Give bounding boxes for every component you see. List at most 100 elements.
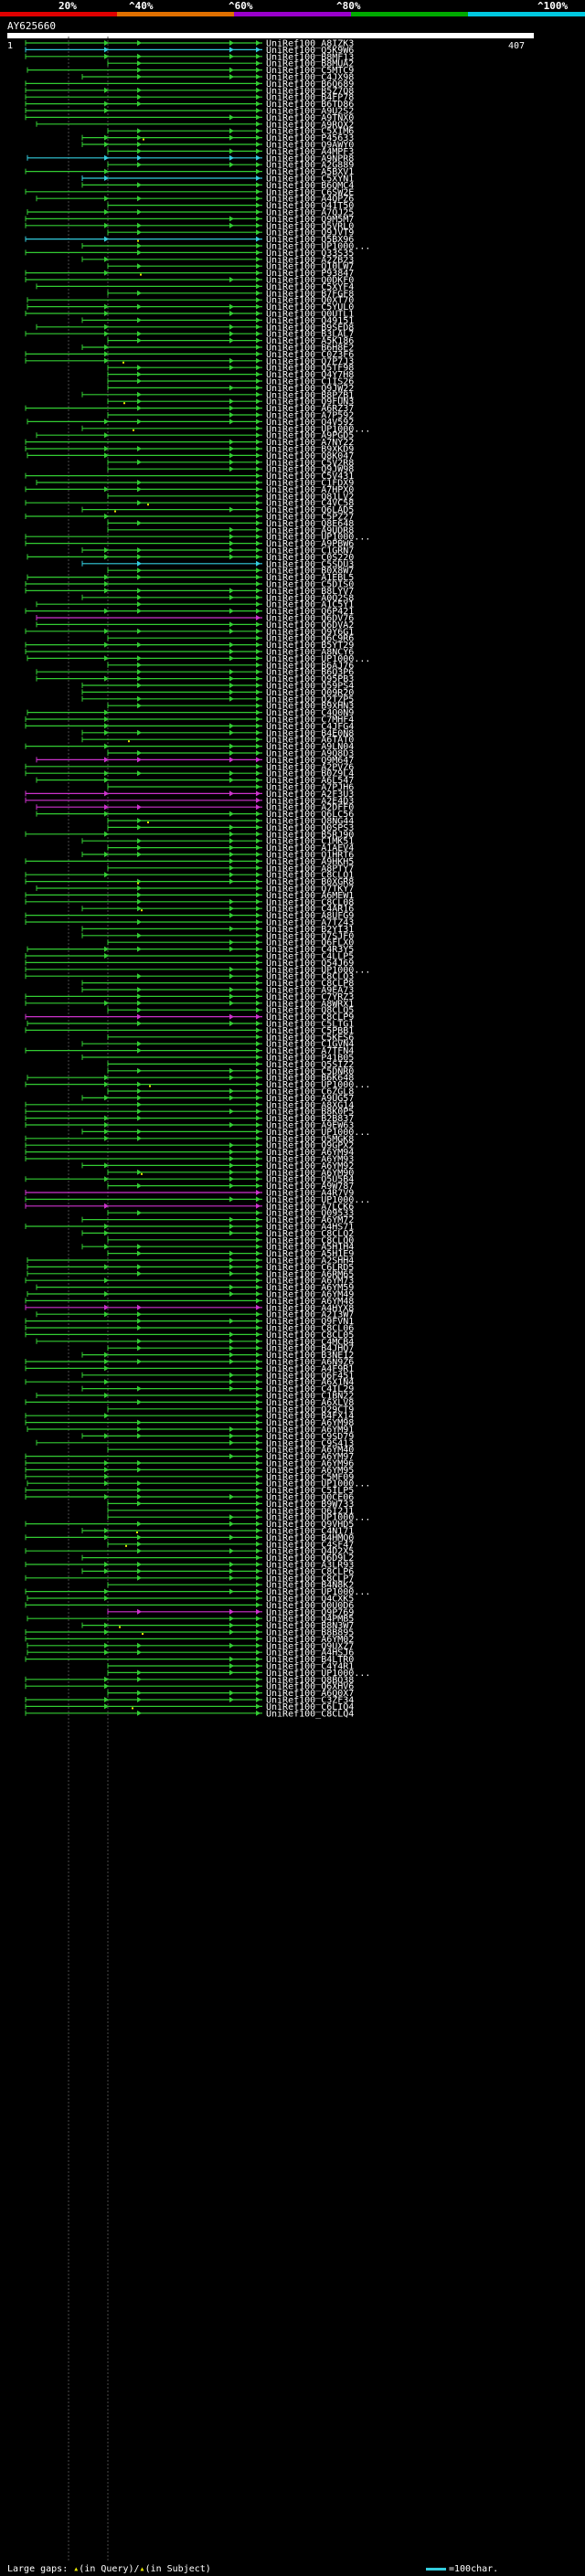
hit-segment-arrow bbox=[256, 594, 261, 600]
hit-label: UniRef100_UP1000... bbox=[266, 1669, 370, 1679]
hit-label: UniRef100_C6LIQ4 bbox=[266, 1702, 354, 1712]
hit-segment-arrow bbox=[256, 1061, 261, 1067]
hit-label: UniRef100_Q6F451 bbox=[266, 1371, 354, 1381]
hit-label: UniRef100_C3ZF34 bbox=[266, 1696, 354, 1706]
hit-segment-arrow bbox=[256, 480, 261, 485]
hit-label: UniRef100_A8IZK3 bbox=[266, 39, 354, 49]
hit-segment-arrow bbox=[256, 716, 261, 722]
hit-label: UniRef100_B5YT29 bbox=[266, 641, 354, 651]
hit-segment-arrow bbox=[256, 1142, 261, 1149]
legend-mark-80: ^80% bbox=[336, 0, 361, 12]
gap-mark-icon: ▴ bbox=[139, 2564, 145, 2574]
hit-segment-arrow bbox=[137, 1574, 142, 1581]
hit-label: UniRef100_C7YRZ3 bbox=[266, 992, 354, 1002]
in-query-label: (in Query)/ bbox=[79, 2564, 140, 2574]
hit-segment-arrow bbox=[256, 939, 261, 946]
hit-label: UniRef100_C5PZ27 bbox=[266, 513, 354, 523]
hit-label: UniRef100_C1MK51 bbox=[266, 837, 354, 847]
hit-segment-arrow bbox=[137, 1115, 142, 1121]
hit-label: UniRef100_A7HPX0 bbox=[266, 485, 354, 495]
hit-segment-arrow bbox=[104, 1467, 109, 1473]
hit-segment-arrow bbox=[256, 743, 261, 749]
hit-segment-arrow bbox=[137, 1426, 142, 1432]
hit-segment-arrow bbox=[229, 311, 234, 316]
hit-segment-arrow bbox=[256, 1365, 261, 1372]
hit-segment-arrow bbox=[256, 1304, 261, 1310]
hit-segment-arrow bbox=[256, 1595, 261, 1601]
hit-segment-arrow bbox=[137, 182, 142, 188]
hit-segment-arrow bbox=[137, 1710, 142, 1716]
hit-label: UniRef100_C4JX98 bbox=[266, 73, 354, 83]
hit-label: UniRef100_C8CLQ1 bbox=[266, 871, 354, 881]
hit-segment-arrow bbox=[229, 1521, 234, 1527]
hit-segment-arrow bbox=[256, 824, 261, 831]
hit-label: UniRef100_A9UG57 bbox=[266, 1094, 354, 1104]
hit-segment-arrow bbox=[256, 885, 261, 891]
hit-segment-arrow bbox=[256, 1270, 261, 1277]
hit-segment-arrow bbox=[137, 331, 142, 337]
hit-label: UniRef100_A9RQX2 bbox=[266, 120, 354, 130]
hit-label: UniRef100_Q6DV76 bbox=[266, 614, 354, 624]
hit-segment-arrow bbox=[256, 425, 261, 431]
hit-segment-arrow bbox=[104, 655, 109, 662]
hit-label: UniRef100_Q9AWY0 bbox=[266, 141, 354, 151]
hit-segment-arrow bbox=[256, 1385, 261, 1392]
hit-segment-arrow bbox=[229, 1385, 234, 1392]
hit-segment-arrow bbox=[256, 1101, 261, 1108]
hit-segment-arrow bbox=[229, 412, 234, 418]
hit-segment-arrow bbox=[104, 1460, 109, 1466]
hit-label: UniRef100_A9EA73 bbox=[266, 986, 354, 996]
hit-segment-arrow bbox=[229, 1656, 234, 1662]
hit-label: UniRef100_Q8CLQ5 bbox=[266, 1006, 354, 1016]
hit-segment-arrow bbox=[256, 1460, 261, 1466]
hit-segment-arrow bbox=[256, 67, 261, 73]
hit-segment-arrow bbox=[229, 67, 234, 73]
hit-segment-arrow bbox=[104, 154, 109, 161]
hit-segment-arrow bbox=[104, 1393, 109, 1398]
hit-label: UniRef100_Q7P7J3 bbox=[266, 356, 354, 366]
hit-segment-arrow bbox=[256, 1318, 261, 1324]
hit-segment-arrow bbox=[137, 1021, 142, 1026]
hit-segment-arrow bbox=[256, 1115, 261, 1121]
hit-segment-arrow bbox=[256, 655, 261, 662]
hit-segment-arrow bbox=[104, 1588, 109, 1595]
hit-label: UniRef100_C4Q0N9 bbox=[266, 708, 354, 718]
hit-segment-arrow bbox=[256, 1642, 261, 1648]
hit-label: UniRef100_A5H1E9 bbox=[266, 1249, 354, 1259]
hit-segment-arrow bbox=[137, 1135, 142, 1141]
hit-label: UniRef100_C8CL05 bbox=[266, 1330, 354, 1341]
hit-label: UniRef100_A6Q0X7 bbox=[266, 1689, 354, 1699]
hit-segment-arrow bbox=[137, 128, 142, 134]
hit-segment-arrow bbox=[256, 1487, 261, 1493]
hit-segment-arrow bbox=[104, 1095, 109, 1101]
hit-segment-arrow bbox=[229, 770, 234, 777]
hit-segment-arrow bbox=[256, 47, 261, 53]
large-gaps-legend: Large gaps: ▴(in Query)/▴(in Subject) bbox=[7, 2564, 211, 2574]
hit-label: UniRef100_C1BN22 bbox=[266, 1392, 354, 1402]
hit-segment-arrow bbox=[256, 216, 261, 222]
hit-segment-arrow bbox=[256, 345, 261, 350]
scale-label: =100char. bbox=[449, 2564, 499, 2574]
hit-segment-arrow bbox=[104, 142, 109, 147]
hit-label: UniRef100_Q5TF98 bbox=[266, 364, 354, 374]
hit-segment-arrow bbox=[137, 818, 142, 823]
hit-label: UniRef100_B2B837 bbox=[266, 1114, 354, 1124]
hit-segment-arrow bbox=[104, 588, 109, 594]
hit-segment-arrow bbox=[137, 249, 142, 256]
hit-segment-arrow bbox=[137, 1182, 142, 1189]
hit-label: UniRef100_Q6LAD5 bbox=[266, 505, 354, 515]
hit-segment-arrow bbox=[137, 601, 142, 608]
hit-segment-arrow bbox=[256, 331, 261, 337]
hit-segment-arrow bbox=[256, 1352, 261, 1358]
hit-segment-arrow bbox=[229, 1013, 234, 1020]
hit-segment-arrow bbox=[229, 1196, 234, 1203]
hit-segment-arrow bbox=[104, 1359, 109, 1364]
hit-label: UniRef100_A8WRX1 bbox=[266, 999, 354, 1009]
hit-label: UniRef100_A7NY22 bbox=[266, 438, 354, 448]
hit-segment-arrow bbox=[256, 1311, 261, 1318]
hit-label: UniRef100_A2ZB23 bbox=[266, 255, 354, 265]
hit-segment-arrow bbox=[137, 67, 142, 73]
hit-segment-arrow bbox=[229, 1345, 234, 1352]
hit-segment-arrow bbox=[256, 1528, 261, 1533]
hit-segment-arrow bbox=[229, 1359, 234, 1364]
